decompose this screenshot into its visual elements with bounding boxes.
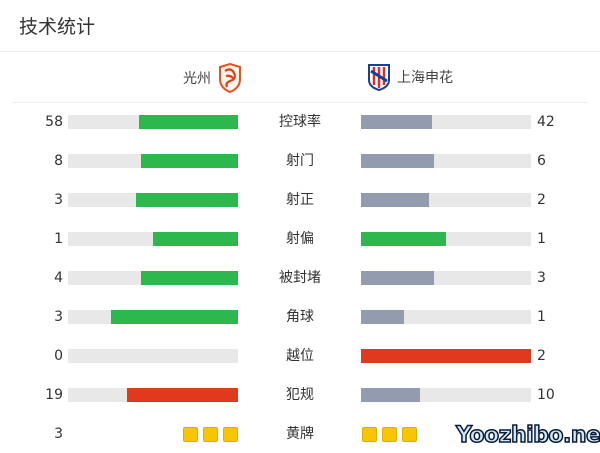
stat-row: 3 射正 2 bbox=[0, 190, 600, 210]
away-value: 42 bbox=[537, 114, 555, 130]
watermark: Yoozhibo.net bbox=[455, 422, 600, 449]
stat-label: 被封堵 bbox=[279, 270, 321, 286]
away-bar-fill bbox=[361, 271, 434, 285]
yellow-card-icon bbox=[223, 427, 238, 442]
home-bar-fill bbox=[110, 310, 238, 324]
stat-label: 射门 bbox=[286, 153, 314, 169]
home-value: 8 bbox=[54, 153, 63, 169]
away-bar-track bbox=[361, 310, 531, 324]
away-value: 3 bbox=[537, 270, 546, 286]
stat-row: 58 控球率 42 bbox=[0, 112, 600, 132]
away-bar-track bbox=[361, 349, 531, 363]
away-bar-track bbox=[361, 388, 531, 402]
stat-row-yellow-cards: 3 黄牌 bbox=[0, 424, 600, 444]
stat-row: 1 射偏 1 bbox=[0, 229, 600, 249]
home-team: 光州 bbox=[183, 63, 243, 93]
home-bar-fill bbox=[140, 271, 238, 285]
home-bar-fill bbox=[136, 193, 238, 207]
away-bar-fill bbox=[361, 388, 420, 402]
home-value: 58 bbox=[45, 114, 63, 130]
away-bar-fill bbox=[361, 349, 531, 363]
away-bar-track bbox=[361, 115, 531, 129]
home-value: 1 bbox=[54, 231, 63, 247]
home-value: 3 bbox=[54, 426, 63, 442]
away-bar-track bbox=[361, 232, 531, 246]
home-value: 19 bbox=[45, 387, 63, 403]
home-value: 0 bbox=[54, 348, 63, 364]
away-value: 6 bbox=[537, 153, 546, 169]
stat-row: 3 角球 1 bbox=[0, 307, 600, 327]
away-bar-fill bbox=[361, 115, 433, 129]
home-bar-fill bbox=[140, 154, 238, 168]
stat-label: 角球 bbox=[286, 309, 314, 325]
home-value: 3 bbox=[54, 192, 63, 208]
away-bar-fill bbox=[361, 310, 404, 324]
yellow-card-icon bbox=[402, 427, 417, 442]
stat-row: 0 越位 2 bbox=[0, 346, 600, 366]
page-title: 技术统计 bbox=[19, 16, 96, 38]
away-bar-fill bbox=[361, 193, 429, 207]
away-value: 10 bbox=[537, 387, 555, 403]
away-value: 2 bbox=[537, 192, 546, 208]
stat-label: 控球率 bbox=[279, 114, 321, 130]
stat-row: 8 射门 6 bbox=[0, 151, 600, 171]
away-bar-track bbox=[361, 193, 531, 207]
home-value: 3 bbox=[54, 309, 63, 325]
yellow-card-icon bbox=[203, 427, 218, 442]
shenhua-crest-icon bbox=[368, 64, 390, 91]
away-bar-fill bbox=[361, 154, 434, 168]
yellow-card-icon bbox=[382, 427, 397, 442]
away-value: 1 bbox=[537, 309, 546, 325]
away-bar-fill bbox=[361, 232, 446, 246]
away-bar-track bbox=[361, 271, 531, 285]
away-value: 2 bbox=[537, 348, 546, 364]
away-bar-track bbox=[361, 154, 531, 168]
home-bar-track bbox=[68, 232, 238, 246]
stat-label: 射偏 bbox=[286, 231, 314, 247]
home-bar-fill bbox=[153, 232, 238, 246]
home-bar-track bbox=[68, 193, 238, 207]
home-bar-track bbox=[68, 115, 238, 129]
home-bar-track bbox=[68, 349, 238, 363]
divider bbox=[0, 51, 600, 52]
home-bar-track bbox=[68, 388, 238, 402]
stat-row: 4 被封堵 3 bbox=[0, 268, 600, 288]
away-yellow-cards bbox=[362, 427, 417, 442]
home-bar-track bbox=[68, 310, 238, 324]
home-bar-track bbox=[68, 154, 238, 168]
stat-label: 越位 bbox=[286, 348, 314, 364]
home-bar-track bbox=[68, 271, 238, 285]
home-bar-fill bbox=[139, 115, 238, 129]
stat-label: 黄牌 bbox=[286, 426, 314, 442]
divider bbox=[12, 102, 588, 103]
stat-label: 射正 bbox=[286, 192, 314, 208]
away-team: 上海申花 bbox=[367, 63, 453, 91]
home-team-name: 光州 bbox=[183, 71, 211, 87]
stat-label: 犯规 bbox=[286, 387, 314, 403]
away-value: 1 bbox=[537, 231, 546, 247]
home-bar-fill bbox=[126, 388, 238, 402]
stat-row: 19 犯规 10 bbox=[0, 385, 600, 405]
gwangju-crest-icon bbox=[219, 63, 241, 93]
yellow-card-icon bbox=[183, 427, 198, 442]
home-value: 4 bbox=[54, 270, 63, 286]
yellow-card-icon bbox=[362, 427, 377, 442]
home-yellow-cards bbox=[183, 427, 238, 442]
away-team-name: 上海申花 bbox=[397, 70, 453, 86]
